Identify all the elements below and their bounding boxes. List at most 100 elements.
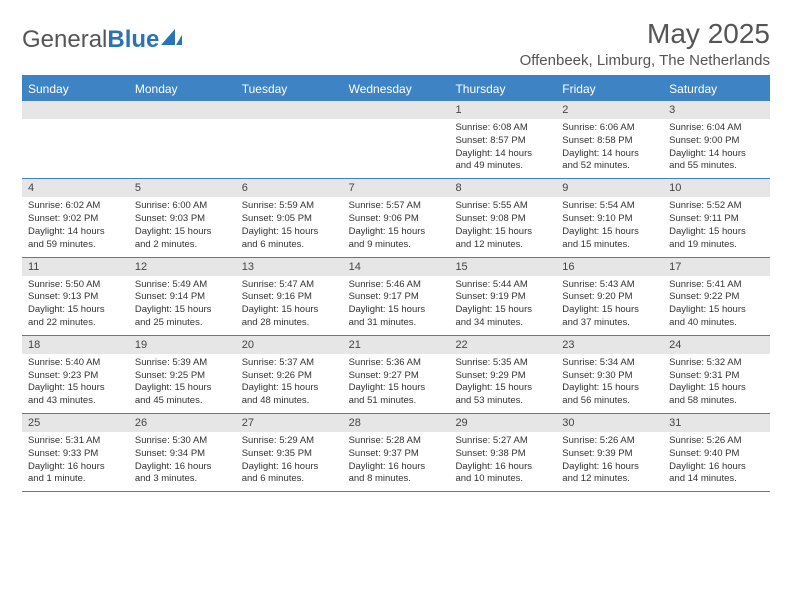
day-body: Sunrise: 5:27 AMSunset: 9:38 PMDaylight:… [449,432,556,491]
day-number: 5 [129,179,236,197]
sunset-text: Sunset: 9:13 PM [28,291,123,304]
day-number: 22 [449,336,556,354]
day-number [236,101,343,119]
sunset-text: Sunset: 9:23 PM [28,370,123,383]
logo: GeneralBlue [22,26,183,54]
daylight-text: Daylight: 15 hours and 28 minutes. [242,304,337,330]
sunset-text: Sunset: 9:05 PM [242,213,337,226]
sunset-text: Sunset: 9:17 PM [349,291,444,304]
day-cell: 28Sunrise: 5:28 AMSunset: 9:37 PMDayligh… [343,414,450,491]
day-body: Sunrise: 5:37 AMSunset: 9:26 PMDaylight:… [236,354,343,413]
sunrise-text: Sunrise: 5:50 AM [28,279,123,292]
sunrise-text: Sunrise: 5:55 AM [455,200,550,213]
sunrise-text: Sunrise: 5:32 AM [669,357,764,370]
day-body: Sunrise: 5:30 AMSunset: 9:34 PMDaylight:… [129,432,236,491]
day-body: Sunrise: 5:31 AMSunset: 9:33 PMDaylight:… [22,432,129,491]
daylight-text: Daylight: 14 hours and 49 minutes. [455,148,550,174]
day-cell: 25Sunrise: 5:31 AMSunset: 9:33 PMDayligh… [22,414,129,491]
sunset-text: Sunset: 9:00 PM [669,135,764,148]
week-row: 25Sunrise: 5:31 AMSunset: 9:33 PMDayligh… [22,414,770,492]
daylight-text: Daylight: 15 hours and 9 minutes. [349,226,444,252]
day-number: 9 [556,179,663,197]
day-number: 6 [236,179,343,197]
day-cell: 19Sunrise: 5:39 AMSunset: 9:25 PMDayligh… [129,336,236,413]
day-body: Sunrise: 6:06 AMSunset: 8:58 PMDaylight:… [556,119,663,178]
day-body: Sunrise: 6:08 AMSunset: 8:57 PMDaylight:… [449,119,556,178]
day-header-row: Sunday Monday Tuesday Wednesday Thursday… [22,77,770,101]
daylight-text: Daylight: 15 hours and 15 minutes. [562,226,657,252]
day-number [22,101,129,119]
logo-text: GeneralBlue [22,26,159,54]
week-row: 4Sunrise: 6:02 AMSunset: 9:02 PMDaylight… [22,179,770,257]
day-number: 14 [343,258,450,276]
weeks-container: 1Sunrise: 6:08 AMSunset: 8:57 PMDaylight… [22,101,770,492]
page-subtitle: Offenbeek, Limburg, The Netherlands [520,52,770,69]
week-row: 18Sunrise: 5:40 AMSunset: 9:23 PMDayligh… [22,336,770,414]
sunset-text: Sunset: 9:02 PM [28,213,123,226]
daylight-text: Daylight: 15 hours and 37 minutes. [562,304,657,330]
daylight-text: Daylight: 16 hours and 3 minutes. [135,461,230,487]
day-number: 23 [556,336,663,354]
sunset-text: Sunset: 8:58 PM [562,135,657,148]
day-number: 31 [663,414,770,432]
day-number: 30 [556,414,663,432]
daylight-text: Daylight: 16 hours and 14 minutes. [669,461,764,487]
day-cell: 15Sunrise: 5:44 AMSunset: 9:19 PMDayligh… [449,258,556,335]
day-cell: 9Sunrise: 5:54 AMSunset: 9:10 PMDaylight… [556,179,663,256]
day-body: Sunrise: 5:39 AMSunset: 9:25 PMDaylight:… [129,354,236,413]
week-row: 1Sunrise: 6:08 AMSunset: 8:57 PMDaylight… [22,101,770,179]
sunrise-text: Sunrise: 5:26 AM [669,435,764,448]
day-number: 25 [22,414,129,432]
daylight-text: Daylight: 15 hours and 43 minutes. [28,382,123,408]
sunset-text: Sunset: 9:27 PM [349,370,444,383]
day-number: 3 [663,101,770,119]
day-body [343,119,450,127]
day-number [129,101,236,119]
sunset-text: Sunset: 9:25 PM [135,370,230,383]
sunset-text: Sunset: 9:37 PM [349,448,444,461]
logo-text-blue: Blue [107,26,159,53]
day-cell: 29Sunrise: 5:27 AMSunset: 9:38 PMDayligh… [449,414,556,491]
day-body: Sunrise: 5:52 AMSunset: 9:11 PMDaylight:… [663,197,770,256]
day-body: Sunrise: 5:57 AMSunset: 9:06 PMDaylight:… [343,197,450,256]
daylight-text: Daylight: 16 hours and 6 minutes. [242,461,337,487]
day-body: Sunrise: 5:59 AMSunset: 9:05 PMDaylight:… [236,197,343,256]
day-cell: 24Sunrise: 5:32 AMSunset: 9:31 PMDayligh… [663,336,770,413]
day-number: 1 [449,101,556,119]
day-body: Sunrise: 5:54 AMSunset: 9:10 PMDaylight:… [556,197,663,256]
sunset-text: Sunset: 9:14 PM [135,291,230,304]
day-cell: 31Sunrise: 5:26 AMSunset: 9:40 PMDayligh… [663,414,770,491]
daylight-text: Daylight: 14 hours and 59 minutes. [28,226,123,252]
sunrise-text: Sunrise: 6:02 AM [28,200,123,213]
day-header-mon: Monday [129,77,236,101]
day-body: Sunrise: 5:46 AMSunset: 9:17 PMDaylight:… [343,276,450,335]
day-number: 7 [343,179,450,197]
daylight-text: Daylight: 15 hours and 22 minutes. [28,304,123,330]
day-body: Sunrise: 5:26 AMSunset: 9:40 PMDaylight:… [663,432,770,491]
sunrise-text: Sunrise: 5:57 AM [349,200,444,213]
sunset-text: Sunset: 9:38 PM [455,448,550,461]
sunset-text: Sunset: 9:40 PM [669,448,764,461]
daylight-text: Daylight: 16 hours and 12 minutes. [562,461,657,487]
day-header-fri: Friday [556,77,663,101]
daylight-text: Daylight: 15 hours and 51 minutes. [349,382,444,408]
sunset-text: Sunset: 8:57 PM [455,135,550,148]
day-cell: 6Sunrise: 5:59 AMSunset: 9:05 PMDaylight… [236,179,343,256]
day-body: Sunrise: 5:50 AMSunset: 9:13 PMDaylight:… [22,276,129,335]
day-cell: 7Sunrise: 5:57 AMSunset: 9:06 PMDaylight… [343,179,450,256]
day-cell: 23Sunrise: 5:34 AMSunset: 9:30 PMDayligh… [556,336,663,413]
sunset-text: Sunset: 9:29 PM [455,370,550,383]
sunset-text: Sunset: 9:31 PM [669,370,764,383]
daylight-text: Daylight: 16 hours and 1 minute. [28,461,123,487]
sunrise-text: Sunrise: 5:30 AM [135,435,230,448]
day-cell: 21Sunrise: 5:36 AMSunset: 9:27 PMDayligh… [343,336,450,413]
sunrise-text: Sunrise: 6:08 AM [455,122,550,135]
day-number: 24 [663,336,770,354]
sunrise-text: Sunrise: 5:52 AM [669,200,764,213]
day-body: Sunrise: 5:36 AMSunset: 9:27 PMDaylight:… [343,354,450,413]
sunset-text: Sunset: 9:34 PM [135,448,230,461]
day-header-wed: Wednesday [343,77,450,101]
daylight-text: Daylight: 14 hours and 52 minutes. [562,148,657,174]
day-number: 21 [343,336,450,354]
sunrise-text: Sunrise: 6:04 AM [669,122,764,135]
